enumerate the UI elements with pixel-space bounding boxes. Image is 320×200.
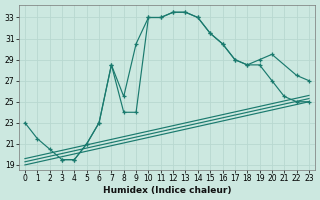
X-axis label: Humidex (Indice chaleur): Humidex (Indice chaleur) [103,186,231,195]
